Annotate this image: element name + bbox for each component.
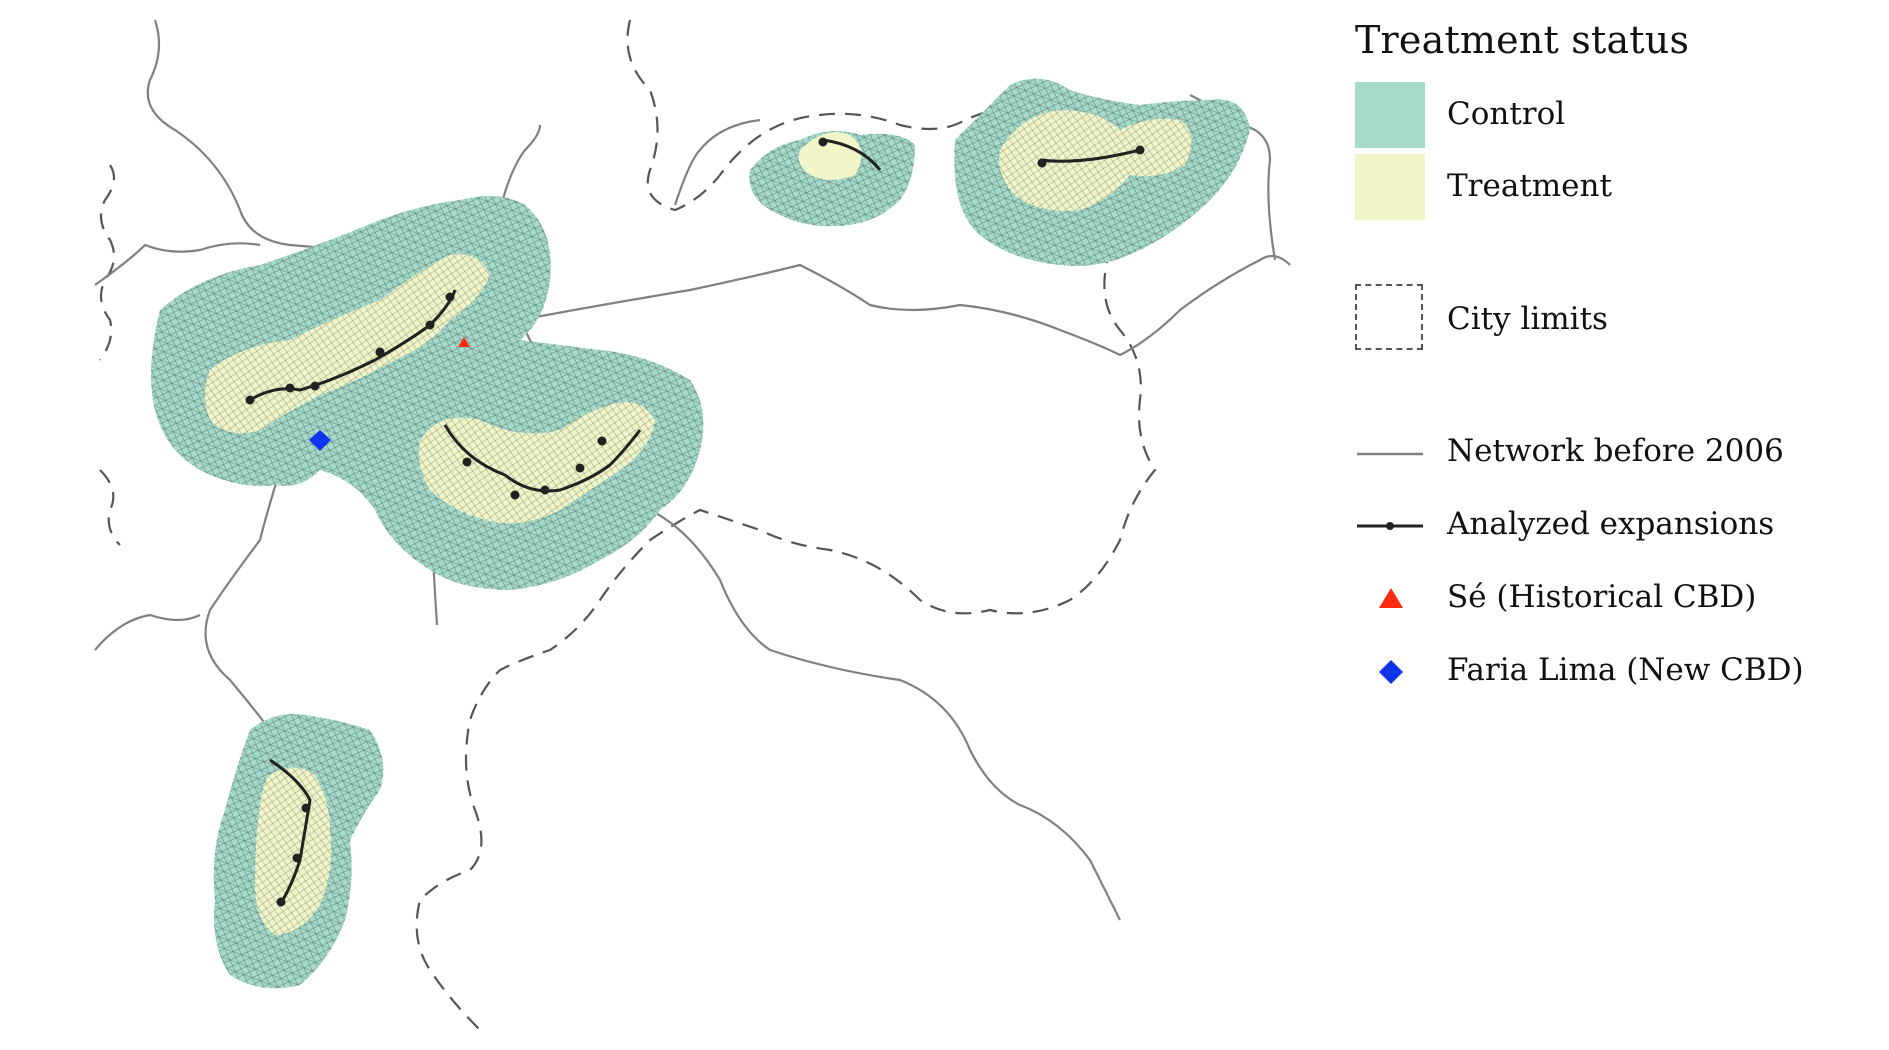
legend-treatment-label: Treatment bbox=[1447, 168, 1612, 204]
triangle-icon bbox=[1379, 588, 1403, 608]
legend-expansions-label: Analyzed expansions bbox=[1447, 506, 1775, 542]
treatment-swatch bbox=[1355, 154, 1425, 220]
legend-faria-lima-label: Faria Lima (New CBD) bbox=[1447, 652, 1804, 688]
city-limits-swatch bbox=[1355, 284, 1423, 350]
legend: Treatment status Control Treatment City … bbox=[1355, 18, 1875, 688]
region-northeast bbox=[749, 78, 1250, 266]
diamond-icon bbox=[1379, 660, 1403, 684]
legend-city-limits-label: City limits bbox=[1447, 301, 1608, 337]
legend-network-label: Network before 2006 bbox=[1447, 433, 1784, 469]
region-south bbox=[213, 714, 384, 989]
city-limits bbox=[99, 19, 1157, 1031]
expansion-stations bbox=[245, 137, 1145, 907]
legend-title: Treatment status bbox=[1355, 18, 1690, 62]
legend-se-label: Sé (Historical CBD) bbox=[1447, 579, 1757, 615]
legend-control-label: Control bbox=[1447, 96, 1566, 132]
expansion-line-swatch bbox=[1357, 522, 1423, 530]
network-line-swatch bbox=[1357, 452, 1423, 456]
faria-lima-new-cbd-marker bbox=[309, 430, 331, 451]
region-west bbox=[151, 196, 704, 590]
control-swatch bbox=[1355, 82, 1425, 148]
se-historical-cbd-marker bbox=[458, 337, 470, 347]
